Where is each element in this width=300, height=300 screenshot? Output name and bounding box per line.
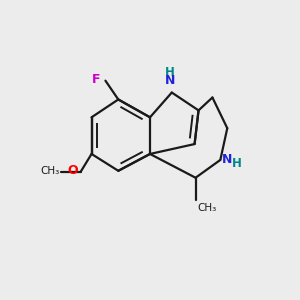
Text: CH₃: CH₃: [40, 166, 60, 176]
Text: O: O: [68, 164, 78, 177]
Text: F: F: [92, 73, 100, 86]
Text: N: N: [222, 153, 232, 167]
Text: H: H: [165, 66, 175, 79]
Text: N: N: [165, 74, 175, 87]
Text: H: H: [232, 157, 242, 170]
Text: CH₃: CH₃: [197, 202, 216, 212]
